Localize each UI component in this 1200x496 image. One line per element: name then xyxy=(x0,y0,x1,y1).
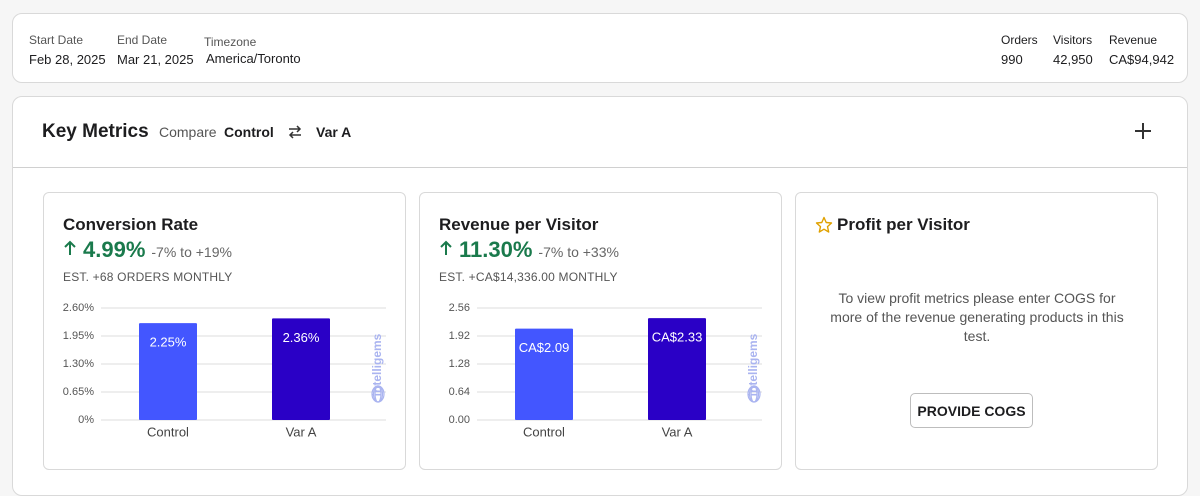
bar-chart: 0% 0.65% 1.30% 1.95% 2.60% 2.25% Control 2.36% V… xyxy=(63,302,386,439)
bar xyxy=(648,318,706,420)
metric-range: -7% to +33% xyxy=(538,244,619,260)
summary-bar: Start Date Feb 28, 2025 End Date Mar 21,… xyxy=(12,13,1188,83)
y-tick-label: 0.65% xyxy=(63,386,94,398)
bar-value-label: CA$2.33 xyxy=(652,330,703,345)
value: Mar 21, 2025 xyxy=(117,52,194,67)
label: Revenue xyxy=(1109,33,1158,47)
estimate: EST. +68 ORDERS MONTHLY xyxy=(63,270,233,284)
panel-title: Key Metrics xyxy=(42,121,149,142)
message: To view profit metrics please enter COGS… xyxy=(830,290,1124,344)
y-tick-label: 0.64 xyxy=(449,386,470,398)
y-tick-label: 0.00 xyxy=(449,414,470,426)
metric-value: 4.99% xyxy=(83,237,146,262)
metric-value: 11.30% xyxy=(459,237,533,262)
watermark: intelligems xyxy=(746,333,760,396)
provide-cogs-button[interactable]: PROVIDE COGS xyxy=(910,393,1033,428)
star-icon[interactable] xyxy=(815,216,833,234)
value: Feb 28, 2025 xyxy=(29,52,106,67)
x-tick-label: Control xyxy=(147,424,189,439)
logo-ring xyxy=(371,385,385,403)
estimate: EST. +CA$14,336.00 MONTHLY xyxy=(439,270,618,284)
value: 990 xyxy=(1001,52,1023,67)
page: { "header": { "start_date": {"label": "S… xyxy=(12,13,1188,496)
up-arrow xyxy=(440,240,452,255)
value: CA$94,942 xyxy=(1109,52,1175,67)
y-tick-label: 1.28 xyxy=(449,358,470,370)
bar xyxy=(139,323,197,420)
logo-ring xyxy=(747,385,761,403)
bar-value-label: 2.36% xyxy=(283,330,320,345)
bar-chart: 0.00 0.64 1.28 1.92 2.56 CA$2.09 Control CA$2.3… xyxy=(449,302,762,439)
control-name[interactable]: Control xyxy=(224,124,274,140)
card-title: Profit per Visitor xyxy=(837,215,970,234)
variant-name[interactable]: Var A xyxy=(316,124,352,140)
y-tick-label: 2.56 xyxy=(449,302,470,314)
x-tick-label: Var A xyxy=(286,424,317,439)
label: Visitors xyxy=(1053,33,1093,47)
label: Orders xyxy=(1001,33,1038,47)
label: End Date xyxy=(117,33,168,47)
label: Start Date xyxy=(29,33,84,47)
metric-card: Profit per Visitor To view profit metric… xyxy=(795,192,1158,470)
bar-value-label: CA$2.09 xyxy=(519,340,570,355)
metric-card: Conversion Rate 4.99% -7% to +19% EST. +… xyxy=(43,192,406,470)
add-button[interactable] xyxy=(1133,121,1153,141)
y-tick-label: 1.30% xyxy=(63,358,94,370)
metric-card: Revenue per Visitor 11.30% -7% to +33% E… xyxy=(419,192,782,470)
watermark: intelligems xyxy=(370,333,384,396)
bar xyxy=(515,328,573,420)
swap-icon[interactable] xyxy=(287,124,303,140)
compare-label: Compare xyxy=(159,124,217,140)
y-tick-label: 0% xyxy=(78,414,94,426)
value: 42,950 xyxy=(1053,52,1093,67)
x-tick-label: Var A xyxy=(662,424,693,439)
x-tick-label: Control xyxy=(523,424,565,439)
metric-row: 11.30% -7% to +33% xyxy=(439,237,619,263)
label: Timezone xyxy=(204,35,257,49)
card-title: Conversion Rate xyxy=(63,215,199,234)
bar xyxy=(272,318,330,420)
bar-value-label: 2.25% xyxy=(150,335,187,350)
value: America/Toronto xyxy=(206,51,301,66)
y-tick-label: 1.95% xyxy=(63,330,94,342)
key-metrics-panel: Key Metrics Compare Control Var A Conver… xyxy=(12,96,1188,496)
metric-range: -7% to +19% xyxy=(151,244,232,260)
y-tick-label: 1.92 xyxy=(449,330,470,342)
metric-row: 4.99% -7% to +19% xyxy=(63,237,232,263)
card-title: Revenue per Visitor xyxy=(439,215,599,234)
panel-header: Key Metrics Compare Control Var A xyxy=(13,97,1187,168)
y-tick-label: 2.60% xyxy=(63,302,94,314)
up-arrow xyxy=(64,240,76,255)
